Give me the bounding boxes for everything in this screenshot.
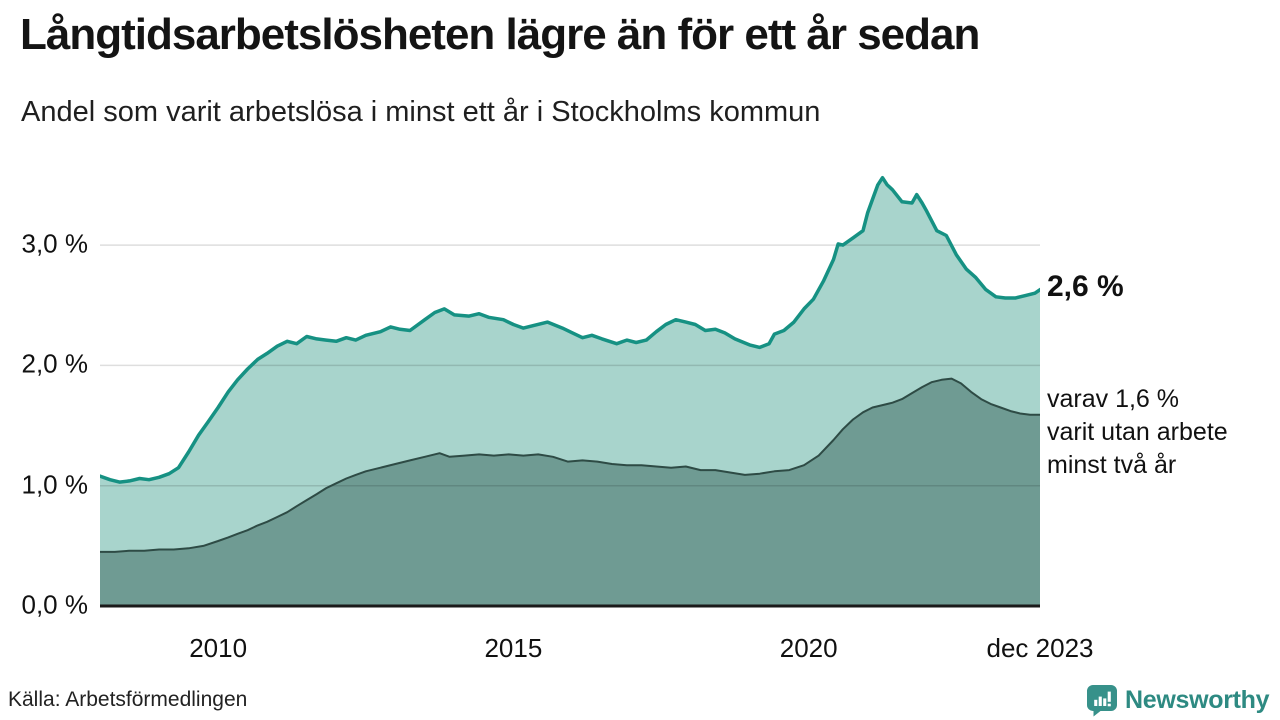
- x-tick-label: 2020: [779, 633, 838, 663]
- x-tick-label: 2015: [484, 633, 543, 663]
- chart-subtitle: Andel som varit arbetslösa i minst ett å…: [21, 96, 821, 128]
- newsworthy-bubble-barchart-icon: [1087, 685, 1117, 717]
- y-tick-label: 0,0 %: [21, 589, 89, 620]
- y-tick-label: 1,0 %: [21, 468, 89, 499]
- page-title: Långtidsarbetslösheten lägre än för ett …: [20, 10, 980, 59]
- newsworthy-logo: Newsworthy: [1086, 684, 1270, 717]
- series-end-label-secondary-line1: varav 1,6 %: [1047, 385, 1180, 413]
- x-tick-label: dec 2023: [986, 633, 1094, 663]
- series-end-label-total: 2,6 %: [1047, 270, 1124, 303]
- x-tick-label: 2010: [189, 633, 248, 663]
- series-end-label-secondary-line2: varit utan arbete: [1047, 418, 1228, 446]
- y-tick-label: 2,0 %: [21, 348, 89, 379]
- area-chart-plot: [100, 175, 1040, 608]
- source-note: Källa: Arbetsförmedlingen: [8, 688, 248, 711]
- y-tick-label: 3,0 %: [21, 228, 89, 259]
- series-end-label-secondary: varav 1,6 % varit utan arbete minst två …: [1047, 383, 1228, 482]
- series-end-label-secondary-line3: minst två år: [1047, 451, 1177, 479]
- newsworthy-logo-text: Newsworthy: [1125, 686, 1270, 714]
